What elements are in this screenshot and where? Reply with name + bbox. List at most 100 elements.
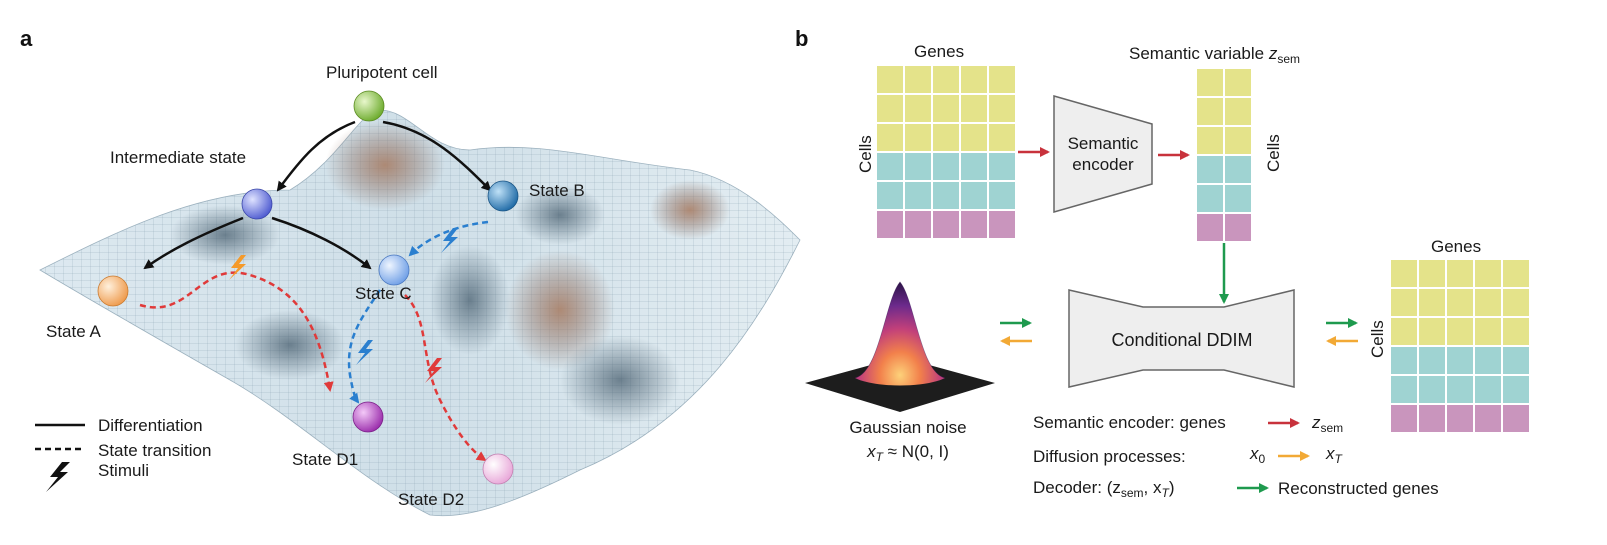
- differentiation-arrow-to-intermediate: [276, 120, 356, 192]
- panel-b-legend: Semantic encoder: genes zsem Diffusion p…: [1033, 413, 1439, 500]
- input-matrix-cell: [987, 122, 1017, 153]
- input-matrix-cell: [931, 122, 961, 153]
- semantic-encoder-shape: [1053, 95, 1153, 213]
- output-matrix-cell: [1445, 287, 1475, 318]
- output-matrix-cell: [1417, 287, 1447, 318]
- input-genes-label: Genes: [914, 42, 964, 61]
- label-pluripotent-cell: Pluripotent cell: [326, 63, 438, 82]
- input-matrix-cell: [931, 180, 961, 211]
- panel-a-letter: a: [20, 26, 33, 51]
- output-matrix-cell: [1473, 374, 1503, 405]
- semantic-matrix-cell: [1223, 154, 1253, 185]
- intermediate-state-node: [241, 188, 273, 220]
- semantic-variable-label: Semantic variable zsem: [1129, 44, 1300, 66]
- input-matrix-cell: [987, 180, 1017, 211]
- legend-row1-var: zsem: [1311, 413, 1343, 435]
- stimuli-legend-icon: [46, 462, 70, 492]
- input-matrix-cell: [903, 151, 933, 182]
- transition-b-to-c: [408, 220, 489, 257]
- output-matrix-cell: [1501, 258, 1531, 289]
- legend-state-transition: State transition: [98, 441, 211, 460]
- input-matrix-cell: [903, 180, 933, 211]
- input-matrix-cell: [931, 93, 961, 124]
- output-matrix-cell: [1389, 316, 1419, 347]
- legend-row2-from: x0: [1249, 444, 1266, 466]
- output-cells-label: Cells: [1368, 320, 1387, 358]
- input-matrix-cell: [875, 151, 905, 182]
- output-matrix-cell: [1389, 345, 1419, 376]
- output-matrix-cell: [1445, 374, 1475, 405]
- semantic-matrix-cell: [1223, 125, 1253, 156]
- input-matrix-cell: [875, 180, 905, 211]
- differentiation-arrow-to-state-b: [382, 120, 492, 192]
- legend-differentiation: Differentiation: [98, 416, 203, 435]
- semantic-matrix-cell: [1195, 212, 1225, 243]
- semantic-variable-sub: sem: [1277, 52, 1300, 66]
- input-matrix-cell: [959, 151, 989, 182]
- differentiation-arrow-to-state-c: [271, 216, 372, 270]
- epigenetic-landscape: [39, 109, 801, 517]
- legend-row2-x0-sub: 0: [1259, 452, 1266, 466]
- semantic-encoder-label-1: Semantic: [1068, 134, 1139, 153]
- input-gene-matrix: [875, 64, 1017, 240]
- noise-formula-rest: ≈ N(0, I): [883, 442, 949, 461]
- semantic-variable-matrix: [1195, 67, 1253, 243]
- output-matrix-cell: [1389, 403, 1419, 434]
- output-genes-label: Genes: [1431, 237, 1481, 256]
- legend-row2-xt-sub: T: [1335, 452, 1344, 466]
- output-matrix-cell: [1501, 345, 1531, 376]
- state-c-node: [378, 254, 410, 286]
- gaussian-noise-label: Gaussian noise: [849, 418, 966, 437]
- noise-formula-sub: T: [876, 450, 885, 464]
- input-matrix-cell: [903, 209, 933, 240]
- input-matrix-cell: [875, 209, 905, 240]
- legend-row3-prefix: Decoder: (z: [1033, 478, 1121, 497]
- noise-formula-x: x: [866, 442, 876, 461]
- input-matrix-cell: [875, 93, 905, 124]
- output-matrix-cell: [1473, 316, 1503, 347]
- output-matrix-cell: [1389, 374, 1419, 405]
- input-matrix-cell: [959, 209, 989, 240]
- legend-row3-sub: sem: [1121, 486, 1144, 500]
- output-matrix-cell: [1501, 287, 1531, 318]
- panel-b-letter: b: [795, 26, 808, 51]
- panel-a-legend: Differentiation State transition Stimuli: [35, 416, 211, 492]
- output-matrix-cell: [1417, 258, 1447, 289]
- legend-row2-x0: x: [1249, 444, 1259, 463]
- output-matrix-cell: [1445, 258, 1475, 289]
- input-matrix-cell: [959, 64, 989, 95]
- conditional-ddim-shape: [1068, 289, 1295, 388]
- output-matrix-cell: [1501, 374, 1531, 405]
- legend-row3-label: Decoder: (zsem, xT): [1033, 478, 1175, 500]
- label-state-a: State A: [46, 322, 101, 341]
- input-matrix-cell: [959, 180, 989, 211]
- input-matrix-cell: [903, 93, 933, 124]
- stimuli-icon-orange: [229, 255, 246, 280]
- output-matrix-cell: [1501, 316, 1531, 347]
- output-matrix-cell: [1445, 345, 1475, 376]
- output-matrix-cell: [1417, 374, 1447, 405]
- legend-row1-sub: sem: [1321, 421, 1344, 435]
- transition-c-to-d1: [347, 289, 382, 404]
- stimuli-icon-blue-lower: [356, 340, 373, 365]
- output-matrix-cell: [1417, 403, 1447, 434]
- semantic-matrix-cell: [1195, 154, 1225, 185]
- legend-row2-to: xT: [1325, 444, 1344, 466]
- output-matrix-cell: [1389, 287, 1419, 318]
- state-a-node: [97, 275, 129, 307]
- input-matrix-cell: [987, 209, 1017, 240]
- state-d2-node: [482, 453, 514, 485]
- label-state-d2: State D2: [398, 490, 464, 509]
- gaussian-noise-formula: xT ≈ N(0, I): [866, 442, 949, 464]
- input-matrix-cell: [987, 151, 1017, 182]
- output-matrix-cell: [1473, 403, 1503, 434]
- input-matrix-cell: [931, 151, 961, 182]
- output-matrix-cell: [1417, 345, 1447, 376]
- input-matrix-cell: [987, 93, 1017, 124]
- input-matrix-cell: [931, 64, 961, 95]
- label-intermediate-state: Intermediate state: [110, 148, 246, 167]
- stimuli-icon-blue-upper: [441, 228, 458, 253]
- semantic-matrix-cell: [1223, 67, 1253, 98]
- input-matrix-cell: [903, 122, 933, 153]
